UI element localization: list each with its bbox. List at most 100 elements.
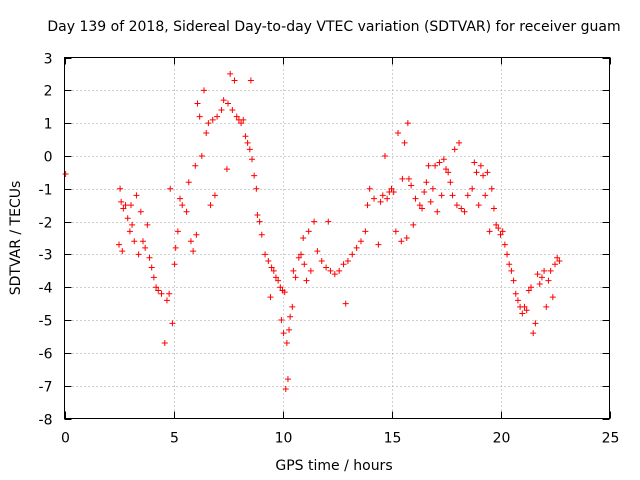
- data-point: [220, 97, 227, 104]
- data-point: [190, 248, 197, 255]
- data-point: [404, 120, 411, 127]
- data-point: [401, 139, 408, 146]
- y-tick-label: -6: [39, 347, 53, 363]
- data-point: [484, 169, 491, 176]
- data-point: [342, 300, 349, 307]
- data-point: [256, 218, 263, 225]
- data-point: [150, 274, 157, 281]
- data-point: [410, 221, 417, 228]
- data-point: [62, 171, 69, 178]
- data-point: [307, 267, 314, 274]
- data-point: [272, 274, 279, 281]
- data-point: [530, 330, 537, 337]
- data-point: [284, 376, 291, 383]
- data-point: [423, 179, 430, 186]
- y-tick-label: -3: [39, 248, 53, 264]
- data-point: [547, 267, 554, 274]
- data-point: [169, 320, 176, 327]
- data-point: [512, 290, 519, 297]
- data-point: [471, 159, 478, 166]
- data-point: [532, 320, 539, 327]
- data-point: [283, 340, 290, 347]
- data-point: [179, 202, 186, 209]
- data-point: [534, 271, 541, 278]
- data-point: [416, 202, 423, 209]
- data-point: [399, 175, 406, 182]
- data-point: [510, 277, 517, 284]
- data-point: [353, 244, 360, 251]
- y-tick-label: 1: [44, 117, 53, 133]
- data-point: [525, 287, 532, 294]
- data-point: [425, 162, 432, 169]
- data-point: [292, 274, 299, 281]
- data-point: [301, 261, 308, 268]
- data-point: [398, 238, 405, 245]
- data-point: [318, 257, 325, 264]
- data-point: [403, 235, 410, 241]
- data-point: [514, 297, 521, 304]
- data-point: [438, 192, 445, 199]
- data-point: [131, 238, 138, 245]
- data-point: [419, 205, 426, 212]
- data-point: [436, 159, 443, 166]
- y-tick-label: -2: [39, 216, 53, 232]
- data-point: [311, 218, 318, 225]
- data-point: [388, 185, 395, 192]
- data-point: [488, 185, 495, 192]
- data-point: [229, 107, 236, 114]
- y-axis-label: SDTVAR / TECUs: [8, 181, 24, 296]
- y-tick-label: 3: [44, 52, 53, 68]
- data-point: [270, 267, 277, 274]
- data-point: [538, 274, 545, 281]
- data-point: [280, 330, 287, 337]
- data-point: [336, 267, 343, 274]
- data-point: [211, 192, 218, 199]
- data-point: [447, 179, 454, 186]
- data-point: [174, 228, 181, 235]
- data-point: [486, 228, 493, 235]
- data-point: [133, 192, 140, 199]
- data-point: [185, 179, 192, 186]
- data-point: [504, 251, 511, 258]
- data-point: [331, 271, 338, 278]
- data-point: [265, 257, 272, 264]
- plot-frame: [64, 57, 610, 419]
- x-tick-label: 5: [170, 431, 179, 447]
- y-tick-label: -5: [39, 314, 53, 330]
- data-point: [248, 156, 255, 163]
- data-point: [177, 195, 184, 202]
- data-point: [379, 192, 386, 199]
- data-point: [167, 185, 174, 192]
- ticks: 0 5 10 15 20 25 -8 -7 -6 -5 -4 -3 -2 -1 0 1 2 3: [39, 52, 620, 447]
- data-point: [267, 294, 274, 301]
- data-point: [163, 297, 170, 304]
- data-point: [323, 264, 330, 271]
- data-point: [521, 303, 528, 310]
- data-point: [166, 290, 173, 297]
- data-point: [240, 116, 247, 123]
- data-point: [384, 195, 391, 202]
- data-point: [139, 238, 146, 245]
- data-point: [501, 241, 508, 248]
- data-point: [126, 228, 133, 235]
- data-point: [536, 280, 543, 287]
- data-point: [246, 146, 253, 153]
- data-point: [464, 192, 471, 199]
- data-point: [473, 169, 480, 176]
- data-point: [497, 231, 504, 238]
- data-point: [193, 231, 200, 238]
- x-axis-label: GPS time / hours: [275, 458, 392, 474]
- data-point: [119, 248, 126, 255]
- data-point: [289, 303, 296, 310]
- data-point: [421, 189, 428, 196]
- data-point: [528, 284, 535, 291]
- chart-title: Day 139 of 2018, Sidereal Day-to-day VTE…: [47, 19, 620, 35]
- data-point: [209, 116, 216, 123]
- data-point: [124, 215, 131, 222]
- data-point: [303, 277, 310, 284]
- data-point: [258, 231, 265, 238]
- data-point: [153, 284, 160, 291]
- data-point: [451, 146, 458, 153]
- data-point: [201, 87, 208, 94]
